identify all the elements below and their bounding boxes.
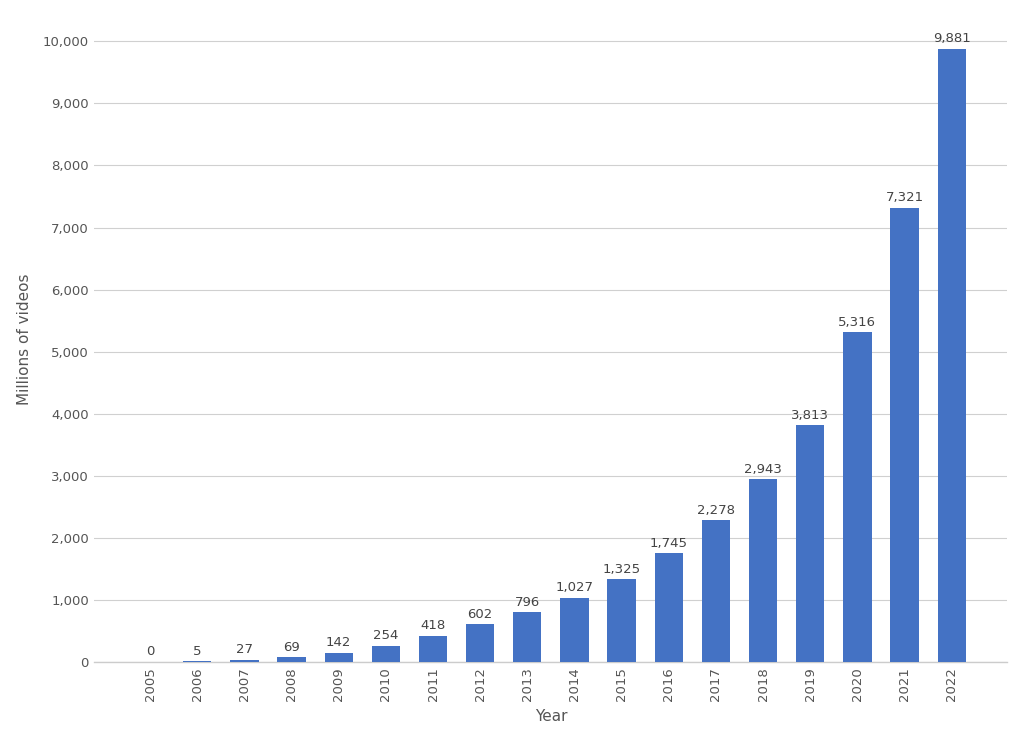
Bar [701, 520, 730, 662]
Y-axis label: Millions of videos: Millions of videos [16, 273, 32, 405]
Bar [843, 332, 871, 662]
Text: 7,321: 7,321 [886, 191, 924, 205]
Text: 1,325: 1,325 [602, 563, 641, 576]
Text: 0: 0 [145, 645, 155, 658]
Bar [560, 598, 589, 662]
Text: 142: 142 [326, 637, 351, 649]
Bar [419, 636, 447, 662]
Text: 69: 69 [284, 641, 300, 654]
Text: 2,943: 2,943 [744, 462, 782, 476]
Bar [230, 660, 258, 662]
Bar [372, 646, 400, 662]
Bar [654, 554, 683, 662]
Text: 602: 602 [468, 608, 493, 621]
Bar [891, 207, 919, 662]
Bar [325, 653, 353, 662]
Text: 796: 796 [515, 596, 540, 609]
Text: 2,278: 2,278 [697, 504, 735, 517]
Bar [796, 425, 824, 662]
Bar [278, 657, 306, 662]
Bar [466, 624, 495, 662]
Text: 3,813: 3,813 [792, 409, 829, 422]
Text: 418: 418 [421, 619, 445, 632]
Text: 254: 254 [373, 629, 398, 642]
Bar [513, 612, 542, 662]
Bar [749, 479, 777, 662]
Text: 1,027: 1,027 [555, 582, 594, 594]
Text: 5,316: 5,316 [839, 316, 877, 328]
X-axis label: Year: Year [535, 709, 567, 725]
Text: 5: 5 [193, 645, 202, 658]
Bar [938, 49, 966, 662]
Bar [607, 579, 636, 662]
Text: 27: 27 [236, 643, 253, 657]
Text: 9,881: 9,881 [933, 33, 971, 45]
Text: 1,745: 1,745 [650, 537, 688, 550]
